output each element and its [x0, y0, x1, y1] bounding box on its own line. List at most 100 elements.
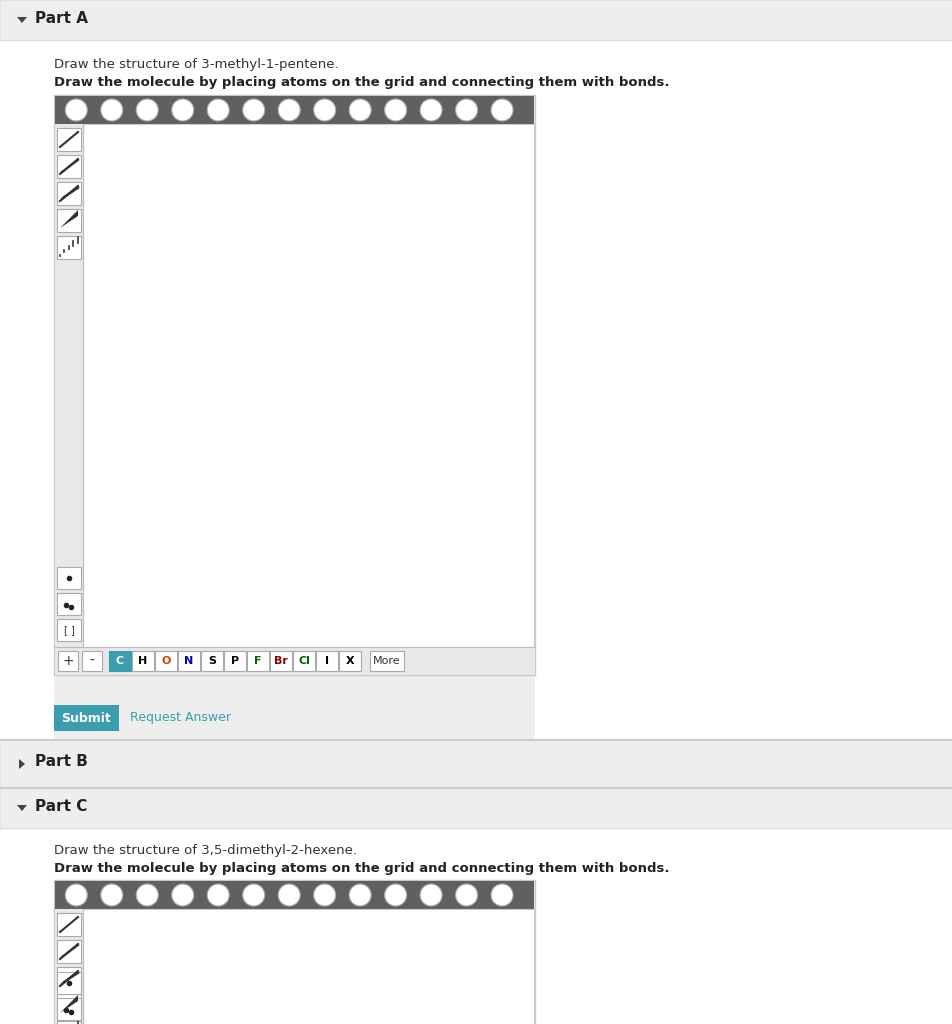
Text: -: -: [89, 654, 94, 668]
Ellipse shape: [348, 884, 370, 906]
Text: Submit: Submit: [61, 712, 110, 725]
Bar: [178, 651, 200, 671]
Ellipse shape: [455, 884, 477, 906]
Bar: [224, 651, 246, 671]
Ellipse shape: [313, 884, 335, 906]
Bar: [55, 881, 533, 909]
Bar: [269, 651, 291, 671]
Polygon shape: [17, 17, 27, 23]
Text: Draw the structure of 3,5-dimethyl-2-hexene.: Draw the structure of 3,5-dimethyl-2-hex…: [54, 844, 357, 857]
Bar: [57, 182, 81, 205]
Ellipse shape: [136, 884, 158, 906]
Ellipse shape: [207, 884, 229, 906]
Ellipse shape: [171, 884, 193, 906]
Text: C: C: [116, 656, 124, 666]
Bar: [55, 124, 83, 647]
Bar: [0, 40, 952, 740]
Text: N: N: [184, 656, 193, 666]
Ellipse shape: [171, 99, 193, 121]
Ellipse shape: [278, 884, 300, 906]
Text: X: X: [346, 656, 354, 666]
Text: Part C: Part C: [35, 799, 88, 814]
Text: Request Answer: Request Answer: [129, 712, 230, 725]
Bar: [57, 236, 81, 259]
Polygon shape: [17, 805, 27, 811]
Bar: [247, 651, 268, 671]
Bar: [0, 0, 952, 40]
Text: Draw the molecule by placing atoms on the grid and connecting them with bonds.: Draw the molecule by placing atoms on th…: [54, 862, 669, 874]
Text: +: +: [62, 654, 73, 668]
Bar: [292, 651, 315, 671]
Bar: [82, 651, 102, 671]
Ellipse shape: [136, 99, 158, 121]
Text: P: P: [230, 656, 239, 666]
Bar: [155, 651, 177, 671]
Bar: [57, 567, 81, 589]
Bar: [54, 675, 534, 740]
Bar: [0, 740, 952, 788]
Bar: [57, 128, 81, 151]
Bar: [369, 651, 404, 671]
Bar: [54, 705, 119, 731]
Bar: [54, 95, 534, 675]
Bar: [55, 96, 533, 124]
Ellipse shape: [490, 99, 512, 121]
Bar: [132, 651, 154, 671]
Bar: [201, 651, 223, 671]
Text: Part A: Part A: [35, 11, 88, 26]
Text: Br: Br: [274, 656, 288, 666]
Ellipse shape: [420, 99, 442, 121]
Text: S: S: [208, 656, 216, 666]
Text: More: More: [373, 656, 401, 666]
Ellipse shape: [420, 884, 442, 906]
Ellipse shape: [385, 884, 407, 906]
Bar: [83, 124, 533, 647]
Bar: [58, 651, 78, 671]
Bar: [0, 788, 952, 828]
Bar: [54, 880, 534, 1024]
Bar: [57, 972, 81, 994]
Bar: [57, 967, 81, 990]
Bar: [57, 940, 81, 963]
Bar: [109, 651, 130, 671]
Ellipse shape: [455, 99, 477, 121]
Ellipse shape: [313, 99, 335, 121]
Bar: [57, 209, 81, 232]
Bar: [55, 647, 533, 675]
Bar: [83, 909, 533, 1024]
Bar: [57, 1021, 81, 1024]
Text: I: I: [325, 656, 328, 666]
Bar: [57, 998, 81, 1020]
Polygon shape: [19, 759, 25, 769]
Ellipse shape: [243, 99, 265, 121]
Ellipse shape: [66, 99, 88, 121]
Ellipse shape: [348, 99, 370, 121]
Text: Cl: Cl: [298, 656, 309, 666]
Polygon shape: [60, 210, 78, 228]
Bar: [57, 913, 81, 936]
Text: Part B: Part B: [35, 754, 88, 769]
Ellipse shape: [66, 884, 88, 906]
Bar: [57, 994, 81, 1017]
Bar: [0, 828, 952, 1024]
Ellipse shape: [490, 884, 512, 906]
Bar: [57, 593, 81, 615]
Ellipse shape: [101, 99, 123, 121]
Bar: [339, 651, 361, 671]
Text: Draw the molecule by placing atoms on the grid and connecting them with bonds.: Draw the molecule by placing atoms on th…: [54, 76, 669, 89]
Ellipse shape: [385, 99, 407, 121]
Ellipse shape: [243, 884, 265, 906]
Text: F: F: [254, 656, 262, 666]
Text: [ ]: [ ]: [64, 625, 74, 635]
Text: O: O: [161, 656, 170, 666]
Bar: [57, 155, 81, 178]
Text: Draw the structure of 3-methyl-1-pentene.: Draw the structure of 3-methyl-1-pentene…: [54, 58, 338, 71]
Ellipse shape: [207, 99, 229, 121]
Bar: [316, 651, 338, 671]
Ellipse shape: [101, 884, 123, 906]
Ellipse shape: [278, 99, 300, 121]
Text: H: H: [138, 656, 148, 666]
Bar: [57, 618, 81, 641]
Bar: [55, 909, 83, 1024]
Polygon shape: [60, 995, 78, 1013]
